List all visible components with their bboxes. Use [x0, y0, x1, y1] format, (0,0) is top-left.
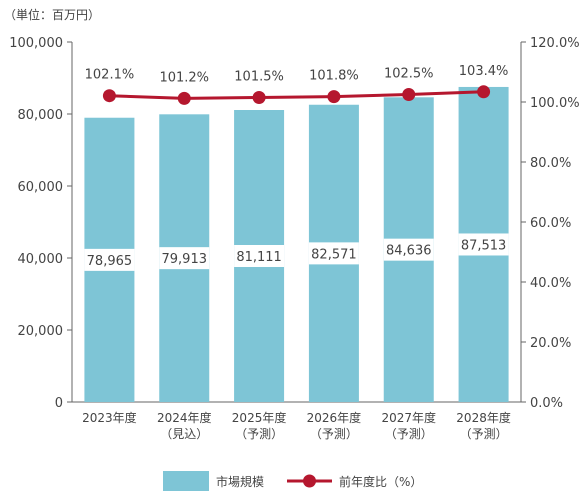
x-category-label: 2027年度 [381, 410, 436, 425]
y-right-tick-label: 60.0% [530, 216, 571, 231]
x-category-label: （予測） [385, 427, 433, 441]
bar-value-label: 79,913 [162, 252, 208, 267]
y-left-tick-label: 40,000 [18, 252, 64, 267]
ratio-value-label: 101.8% [309, 69, 359, 84]
bar-label-bg [159, 247, 210, 270]
x-category-label: 2028年度 [456, 410, 511, 425]
x-category-label: （予測） [310, 427, 358, 441]
x-category-label: （予測） [235, 427, 283, 441]
ratio-value-label: 102.5% [384, 67, 434, 82]
ratio-value-label: 101.2% [159, 70, 209, 85]
bar-value-label: 84,636 [386, 244, 432, 259]
bar-label-bg [234, 245, 285, 268]
legend-label-bar: 市場規模 [216, 474, 264, 489]
ratio-point [102, 89, 116, 103]
y-right-tick-label: 20.0% [530, 336, 571, 351]
ratio-value-label: 101.5% [234, 70, 284, 85]
x-category-label: 2025年度 [232, 410, 287, 425]
y-left-tick-label: 20,000 [18, 324, 64, 339]
y-left-tick-label: 60,000 [18, 180, 64, 195]
bar-label-bg [84, 248, 135, 271]
y-right-tick-label: 80.0% [530, 156, 571, 171]
x-category-label: 2026年度 [307, 410, 362, 425]
y-right-tick-label: 40.0% [530, 276, 571, 291]
unit-label: （単位：百万円） [4, 8, 101, 22]
bar-value-label: 87,513 [461, 238, 507, 253]
x-category-label: 2023年度 [82, 410, 137, 425]
x-category-label: 2024年度 [157, 410, 212, 425]
ratio-value-label: 102.1% [85, 68, 135, 83]
ratio-point [177, 91, 191, 105]
ratio-point [252, 91, 266, 104]
bar-label-bg [308, 242, 359, 265]
ratio-value-label: 103.4% [459, 64, 509, 79]
ratio-point [477, 85, 491, 99]
legend-swatch-point [303, 474, 316, 488]
bar-value-label: 81,111 [236, 250, 282, 265]
y-left-tick-label: 0 [55, 396, 63, 411]
ratio-line [109, 90, 484, 100]
y-right-tick-label: 0.0% [530, 396, 563, 411]
ratio-point [327, 90, 341, 104]
y-right-tick-label: 100.0% [530, 96, 580, 111]
x-category-label: （見込） [160, 427, 208, 441]
y-left-tick-label: 100,000 [9, 36, 63, 51]
bar-value-label: 82,571 [311, 247, 357, 262]
bar-value-label: 78,965 [87, 254, 133, 269]
bar-label-bg [458, 233, 509, 256]
x-category-label: （予測） [460, 427, 508, 441]
ratio-point [402, 88, 416, 101]
y-right-tick-label: 120.0% [530, 36, 580, 51]
bar-label-bg [383, 238, 434, 261]
legend-swatch-bar [163, 471, 209, 491]
y-left-tick-label: 80,000 [18, 108, 64, 123]
legend-label-line: 前年度比（%） [339, 474, 422, 489]
